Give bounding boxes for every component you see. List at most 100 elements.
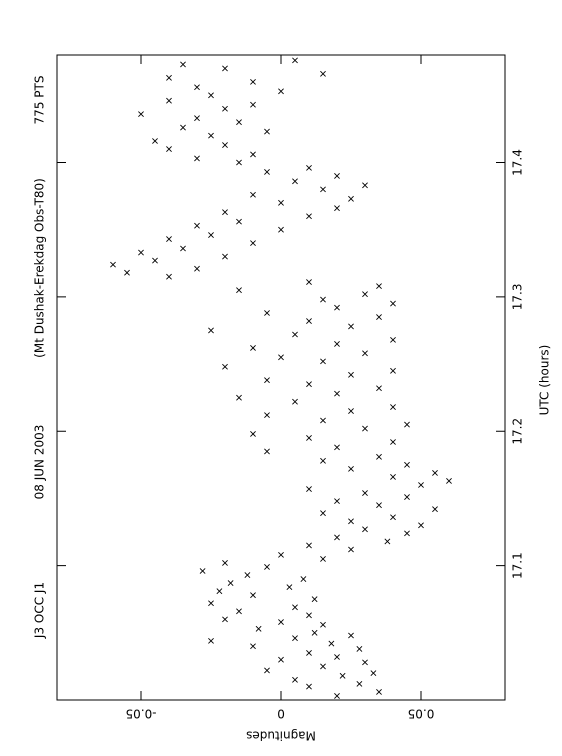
data-point [362,425,368,432]
marker-stroke [222,560,228,566]
data-point [255,625,262,632]
marker-stroke [306,279,312,286]
marker-stroke [306,381,312,388]
data-point [236,159,242,166]
marker-stroke [194,265,200,272]
marker-stroke [300,576,307,582]
data-point [376,314,382,320]
data-point [236,394,242,401]
y-tick-label: 0 [277,707,285,721]
data-point [292,178,298,185]
marker-stroke [250,592,256,599]
marker-stroke [306,213,312,220]
data-point [278,88,284,95]
x-tick-label: 17.3 [511,284,525,311]
marker-stroke [404,494,410,501]
marker-stroke [208,92,214,99]
data-point [348,465,354,472]
marker-stroke [356,680,363,687]
data-point [194,115,200,122]
data-point [370,670,377,677]
marker-stroke [334,534,340,541]
marker-stroke [376,385,382,392]
data-point [250,592,256,599]
marker-stroke [418,482,424,488]
marker-stroke [244,572,251,578]
marker-stroke [362,490,368,496]
marker-stroke [236,287,242,294]
marker-stroke [348,371,354,378]
marker-stroke [339,672,346,679]
marker-stroke [222,363,228,370]
marker-stroke [376,453,382,460]
data-point [180,61,186,68]
data-point [222,616,228,623]
data-point [320,621,326,628]
marker-stroke [404,421,410,428]
data-point [278,199,284,206]
data-point [404,530,410,537]
data-point [222,105,228,112]
marker-stroke [278,88,284,95]
marker-stroke [320,358,326,365]
data-point [348,408,354,415]
marker-stroke [348,195,354,202]
marker-stroke [250,151,256,158]
data-point [348,323,354,330]
data-point [180,245,186,252]
data-point [166,273,172,280]
marker-stroke [376,502,382,509]
marker-stroke [306,486,312,492]
data-point [208,637,214,644]
data-point [320,417,326,424]
marker-stroke [264,128,270,135]
data-point [376,385,382,392]
marker-stroke [236,394,242,401]
data-point [236,608,242,615]
marker-stroke [320,70,326,77]
data-point [404,421,410,428]
marker-stroke [306,164,312,171]
marker-stroke [320,457,326,464]
marker-stroke [370,670,377,677]
marker-stroke [208,637,214,644]
marker-stroke [292,57,298,64]
marker-stroke [264,564,270,570]
data-point [166,97,172,104]
data-point [180,124,186,131]
data-point [320,70,326,77]
marker-stroke [334,205,340,212]
data-point [166,74,172,81]
data-point [292,604,298,611]
marker-stroke [278,619,284,625]
data-point [390,404,396,410]
data-point [348,371,354,378]
data-point [376,283,382,290]
marker-stroke [362,182,368,189]
marker-stroke [292,635,298,642]
marker-stroke [384,538,391,545]
marker-stroke [166,146,172,152]
data-point [348,195,354,202]
data-point [194,84,200,91]
marker-stroke [199,568,206,574]
marker-stroke [222,209,228,216]
marker-stroke [320,296,326,303]
data-point [286,584,293,591]
data-point [390,474,396,480]
data-point [208,132,214,139]
data-point [250,240,256,247]
marker-stroke [404,530,410,537]
data-point [320,457,326,464]
marker-stroke [138,249,144,256]
data-point [194,222,200,229]
data-point [334,498,340,505]
data-point [222,209,228,216]
marker-stroke [208,600,214,607]
data-point [250,151,256,158]
marker-stroke [362,659,368,666]
marker-stroke [194,155,200,162]
data-point [222,363,228,370]
data-point [362,490,368,496]
